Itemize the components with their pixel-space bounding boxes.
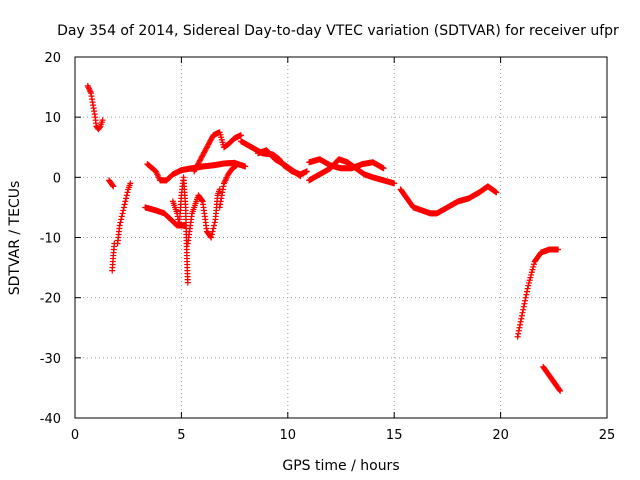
data-point xyxy=(208,234,215,241)
data-point xyxy=(391,180,398,187)
x-tick-label: 10 xyxy=(280,428,297,443)
data-point xyxy=(526,277,533,284)
x-tick-label: 25 xyxy=(599,428,616,443)
x-tick-label: 20 xyxy=(492,428,509,443)
data-point xyxy=(198,197,205,204)
y-tick-label: -10 xyxy=(40,232,61,247)
data-point xyxy=(237,132,244,139)
y-axis-label: SDTVAR / TECUs xyxy=(7,181,23,296)
data-point xyxy=(522,297,529,304)
x-tick-label: 15 xyxy=(386,428,403,443)
data-point xyxy=(522,294,529,301)
x-tick-label: 0 xyxy=(71,428,79,443)
data-point xyxy=(116,222,123,229)
data-point xyxy=(297,173,304,180)
data-point xyxy=(121,201,128,208)
y-tick-label: 20 xyxy=(44,51,61,66)
axis-ticks: 0 5 10 15 20 25 20 10 0 -10 -20 -30 -40 xyxy=(40,51,616,443)
data-point xyxy=(556,386,563,393)
data-point xyxy=(493,189,500,196)
y-tick-label: 0 xyxy=(53,171,61,186)
data-point xyxy=(211,222,218,229)
data-point xyxy=(555,246,562,253)
data-point xyxy=(120,207,127,214)
data-point xyxy=(520,303,527,310)
data-point xyxy=(516,324,523,331)
grid xyxy=(75,57,607,418)
data-point xyxy=(527,274,534,281)
data-point xyxy=(557,387,564,394)
data-point xyxy=(123,192,130,199)
data-series xyxy=(84,82,564,394)
data-point xyxy=(518,312,525,319)
data-point xyxy=(117,219,124,226)
data-point xyxy=(528,271,535,278)
data-point xyxy=(127,180,134,187)
data-point xyxy=(122,198,129,205)
data-point xyxy=(209,228,216,235)
data-point xyxy=(120,204,127,211)
data-point xyxy=(118,213,125,220)
x-axis-label: GPS time / hours xyxy=(282,458,399,474)
data-point xyxy=(118,216,125,223)
data-point xyxy=(519,309,526,316)
y-tick-label: -30 xyxy=(40,352,61,367)
data-point xyxy=(523,288,530,295)
data-point xyxy=(123,195,130,202)
data-point xyxy=(514,333,521,340)
y-tick-label: -40 xyxy=(40,412,61,427)
data-point xyxy=(515,330,522,337)
data-point xyxy=(530,261,537,268)
data-point xyxy=(96,124,103,131)
data-point xyxy=(380,165,387,172)
data-point xyxy=(528,269,535,276)
data-point xyxy=(515,327,522,334)
y-tick-label: -20 xyxy=(40,292,61,307)
chart-title: Day 354 of 2014, Sidereal Day-to-day VTE… xyxy=(57,23,619,39)
data-point xyxy=(210,225,217,232)
data-point xyxy=(109,182,116,189)
data-point xyxy=(530,263,537,270)
data-point xyxy=(119,210,126,217)
data-point xyxy=(517,321,524,328)
data-point xyxy=(523,291,530,298)
data-point xyxy=(208,231,215,238)
data-point xyxy=(529,266,536,273)
data-point xyxy=(517,318,524,325)
data-point xyxy=(233,162,240,169)
data-point xyxy=(99,117,106,124)
data-point xyxy=(520,306,527,313)
data-point xyxy=(110,183,117,190)
data-point xyxy=(525,282,532,289)
data-point xyxy=(242,163,249,170)
data-point xyxy=(525,279,532,286)
data-point xyxy=(524,285,531,292)
x-tick-label: 5 xyxy=(177,428,185,443)
data-point xyxy=(521,300,528,307)
data-point xyxy=(518,315,525,322)
data-point xyxy=(211,219,218,226)
data-point xyxy=(124,189,131,196)
data-point xyxy=(303,168,310,175)
y-tick-label: 10 xyxy=(44,111,61,126)
data-point xyxy=(184,279,191,286)
